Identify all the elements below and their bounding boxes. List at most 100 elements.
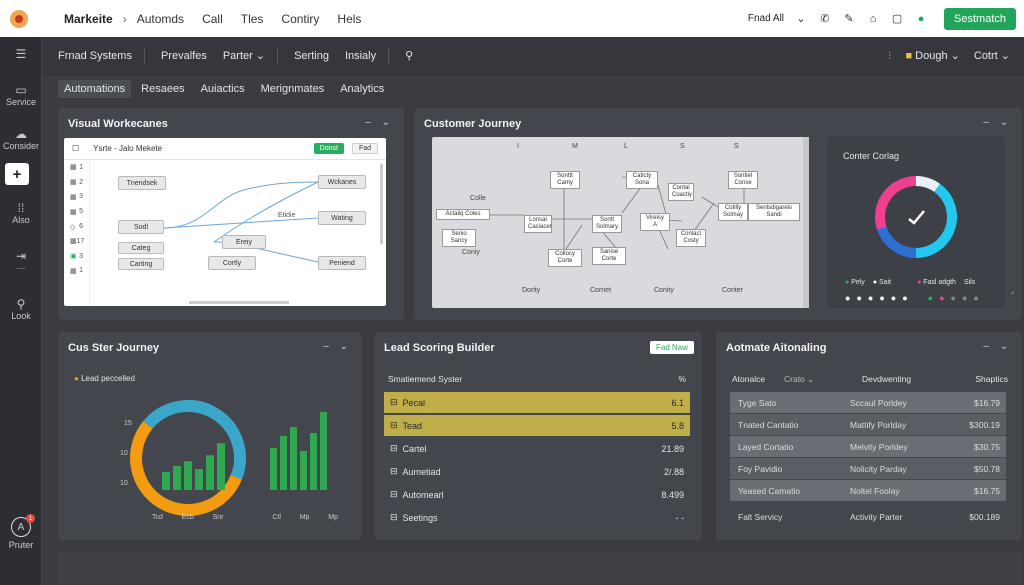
journey-node[interactable]: Sanise Corte — [592, 247, 626, 265]
scrollbar[interactable] — [803, 137, 809, 308]
topnav-item[interactable]: Hels — [337, 11, 362, 26]
toolbar-item[interactable]: Serting — [294, 49, 329, 62]
check-icon — [908, 210, 925, 225]
panel-controls[interactable]: – ⌄ — [983, 341, 1012, 352]
top-bar: Markeite › Automds Call Tles Contiry Hel… — [0, 0, 1024, 37]
chevron-down-icon[interactable]: ⌄ — [796, 13, 806, 25]
table-row[interactable]: Layed Cortatio Melvity Porldey $30.75 — [730, 436, 1006, 457]
journey-node[interactable]: Caticty Sona — [626, 171, 658, 189]
topnav-item[interactable]: Automds — [136, 11, 185, 26]
add-new-button[interactable]: Fad Naw — [649, 341, 694, 354]
journey-node[interactable]: Cotilly Solmay — [718, 203, 748, 221]
gauge-card: Conter Corlag ● Pely ● Sait ● Fasl adgth… — [827, 137, 1005, 308]
table-row[interactable]: Yeased Camatio Noltel Foolay $16.75 — [730, 480, 1006, 501]
topnav-item[interactable]: Tles — [240, 11, 264, 26]
journey-node[interactable]: Conlact Costy — [676, 229, 706, 247]
workflow-node[interactable]: Ereiy — [222, 235, 266, 249]
resize-icon[interactable]: ⌟ — [1010, 286, 1014, 295]
journey-node[interactable]: Collocy Corte — [548, 249, 582, 267]
filter-icon[interactable]: ⁝ — [887, 50, 892, 62]
journey-node[interactable]: Actaliq Coles — [436, 209, 490, 220]
tab-resaees[interactable]: Resaees — [141, 83, 185, 95]
gauge-legend: ● Pely ● Sait ● Fasl adgth Sils — [845, 279, 975, 286]
table-row[interactable]: ⊟ Tead 5.8 — [384, 415, 690, 436]
menu-icon[interactable]: ☰ — [15, 47, 27, 61]
table-row[interactable]: Foy Pavidio Nolicity Parday $50.78 — [730, 458, 1006, 479]
add-button[interactable]: Fad — [351, 143, 378, 154]
workflow-node[interactable]: Wckanes — [318, 175, 366, 189]
panel-title: Visual Workecanes — [68, 118, 168, 130]
journey-node[interactable]: Lonsal Caciacer — [524, 215, 552, 233]
tab-merignmates[interactable]: Merignmates — [260, 83, 325, 95]
cart-icon[interactable]: ⌂ — [869, 12, 877, 25]
journey-canvas[interactable]: I M L S S Colle Actaliq Coles Senio Sanc… — [432, 137, 809, 308]
workflow-node[interactable]: Tnendsek — [118, 176, 166, 190]
topnav-item[interactable]: Contiry — [281, 11, 320, 26]
workflow-node[interactable]: Cortly — [208, 256, 256, 270]
app-logo[interactable] — [10, 9, 28, 28]
panel-controls[interactable]: – ⌄ — [365, 117, 394, 128]
phone-icon[interactable]: ✆ — [820, 13, 830, 25]
user-menu[interactable]: ■ Dough ⌄ — [905, 50, 960, 62]
lock-icon[interactable]: ▢ — [891, 13, 903, 25]
sidebar-item-service[interactable]: ▭ Service — [5, 83, 36, 107]
topnav-item[interactable]: Call — [202, 11, 223, 26]
add-button[interactable]: + — [5, 163, 29, 185]
journey-node[interactable]: Senio Sancy — [442, 229, 476, 247]
workflow-node[interactable]: Sodl — [118, 220, 164, 234]
tab-analytics[interactable]: Analytics — [340, 83, 385, 95]
cotrt-menu[interactable]: Cotrt ⌄ — [973, 50, 1010, 62]
workflow-canvas[interactable]: ☐ Ysrte - Jalo Mekete Donst Fad ▦ 1 ▦ 2 ▦ 3… — [64, 138, 386, 306]
journey-lane-label: Cornet — [590, 287, 612, 294]
column-header[interactable]: Devdwenting — [862, 374, 912, 384]
toolbar-item[interactable]: Prevalfes — [160, 49, 207, 62]
journey-node[interactable]: Sontiel Conse — [728, 171, 758, 189]
sidebar-item-look[interactable]: ⚲ Look — [11, 297, 31, 321]
table-row[interactable]: Tnated Cantatio Mattify Porlday $300.19 — [730, 414, 1006, 435]
tab-automations[interactable]: Automations — [58, 80, 132, 98]
journey-node[interactable]: Sontt Solmary — [592, 215, 622, 233]
table-row[interactable]: ⊟ Pecal 6.1 — [384, 392, 690, 413]
status-icon[interactable]: ● — [917, 12, 925, 25]
workflow-node[interactable]: Wating — [318, 211, 366, 225]
done-button[interactable]: Donst — [313, 143, 344, 154]
search-icon[interactable]: ⚲ — [405, 50, 414, 62]
toolbar-item[interactable]: Frnad Systems — [58, 49, 132, 62]
tab-auiactics[interactable]: Auiactics — [200, 83, 245, 95]
brand-name[interactable]: Markeite — [64, 11, 113, 26]
panel-controls[interactable]: – ⌄ — [323, 341, 352, 352]
bar — [184, 461, 192, 490]
column-filter[interactable]: Crato ⌄ — [784, 374, 815, 384]
sidebar-item-export[interactable]: ⇥ ··· — [15, 249, 27, 273]
workflow-node[interactable]: Categ — [118, 242, 164, 254]
table-row[interactable]: ⊟ Automearl 8.499 — [390, 489, 684, 500]
table-row[interactable]: ⊟ Aumetiad 2/.88 — [390, 466, 684, 477]
bar — [206, 455, 214, 490]
toolbar-item[interactable]: Insialy — [344, 49, 377, 62]
table-row[interactable]: Tyge Sato Sccaul Porldey $16.79 — [730, 392, 1006, 413]
toolbar-item[interactable]: Parter ⌄ — [222, 50, 266, 62]
search-button[interactable]: Sestmatch — [944, 7, 1016, 30]
panel-controls[interactable]: – ⌄ — [983, 117, 1012, 128]
sidebar-item-consider[interactable]: ☁ Consider — [2, 127, 40, 151]
column-header[interactable]: Shaptics — [975, 374, 1008, 384]
gauge-dots[interactable]: ● ● ● ● ● ● ● ● ● ● ● — [845, 293, 979, 303]
column-header[interactable]: Atonalce — [732, 374, 766, 384]
journey-node[interactable]: Senlsdigareis Sandi — [748, 203, 800, 221]
bar — [173, 466, 181, 490]
journey-node[interactable]: Virelsy A — [640, 213, 670, 231]
sidebar-item-also[interactable]: ⁞⁞ Also — [12, 201, 30, 225]
gauge-segment — [877, 226, 917, 258]
workflow-node[interactable]: Peniend — [318, 256, 366, 270]
table-row[interactable]: ⊟ Seetings - - — [390, 512, 684, 523]
find-all-link[interactable]: Fnad All — [747, 13, 785, 24]
edit-icon[interactable]: ✎ — [844, 13, 854, 25]
table-row[interactable]: Falt Servicy Activity Parter $00.189 — [738, 511, 1000, 522]
checkbox[interactable]: ☐ — [72, 144, 80, 153]
workflow-node[interactable]: Carting — [118, 258, 164, 270]
gauge-segment — [915, 183, 957, 258]
journey-node[interactable]: Contal Coactiy — [668, 183, 694, 201]
table-row[interactable]: ⊟ Cartel 21.89 — [390, 443, 684, 454]
journey-node[interactable]: Sonttt Camy — [550, 171, 580, 189]
